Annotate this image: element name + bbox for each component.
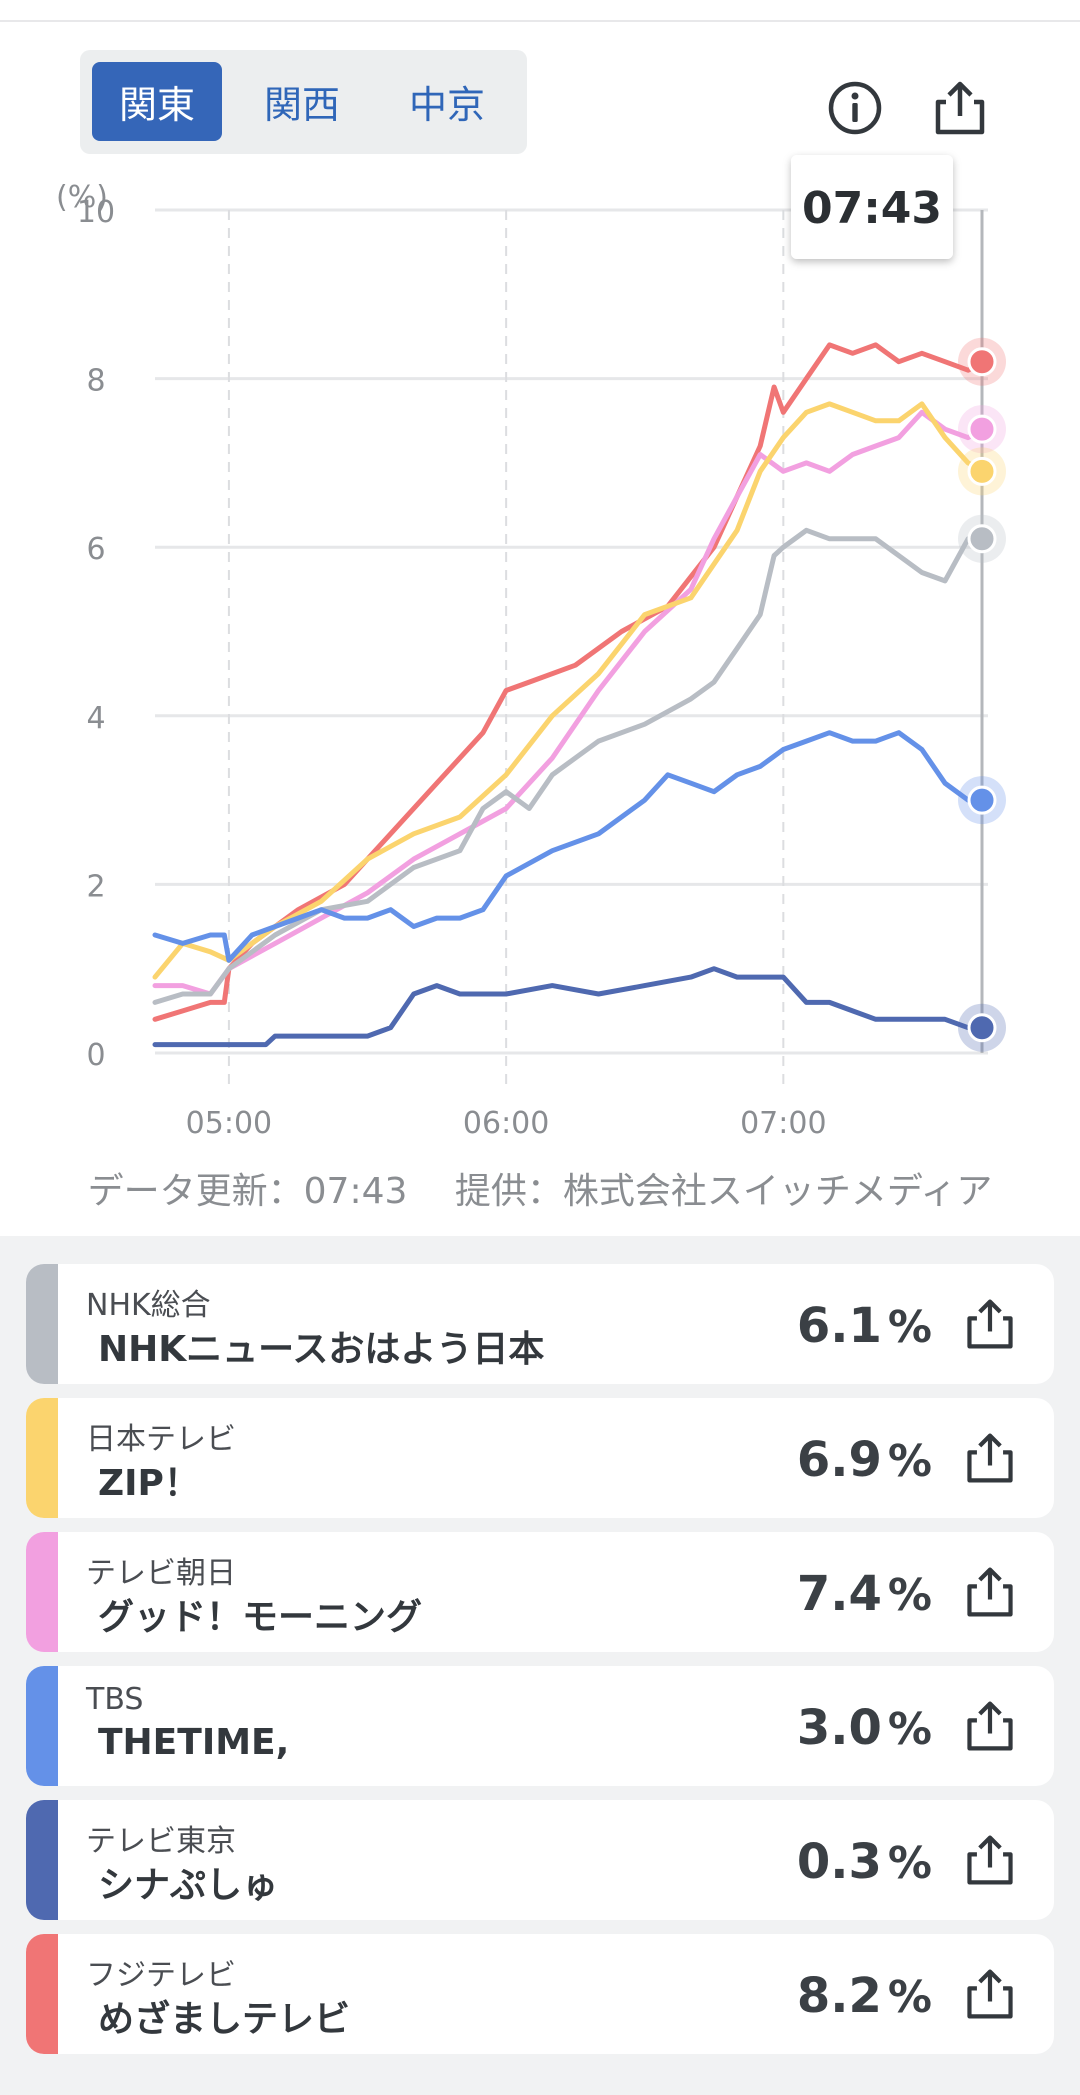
grid — [155, 208, 988, 1055]
share-icon[interactable] — [962, 1966, 1018, 2022]
series-endpoint-dot — [967, 456, 997, 486]
program-title: グッド！モーニング — [98, 1597, 423, 1638]
rating-value: 8.2% — [797, 1968, 932, 2024]
rating-unit: % — [887, 1972, 932, 2023]
series-endpoint-dot — [967, 785, 997, 815]
rating-number: 6.1 — [796, 1298, 882, 1354]
series-line — [152, 401, 985, 980]
y-tick-label: 10 — [77, 195, 115, 230]
series-line — [152, 527, 985, 1005]
top-divider — [0, 20, 1080, 22]
x-tick-label: 07:00 — [740, 1106, 826, 1141]
series-line — [152, 409, 985, 997]
rating-unit: % — [887, 1436, 932, 1487]
program-row[interactable]: TBS THETIME, 3.0% — [26, 1666, 1054, 1786]
x-tick-labels: 05:00 06:00 07:00 — [186, 1106, 827, 1141]
series-endpoints — [958, 337, 1006, 1052]
rating-value: 6.1% — [797, 1298, 932, 1354]
share-icon[interactable] — [962, 1698, 1018, 1754]
series-line — [152, 966, 985, 1048]
channel-name: テレビ東京 — [86, 1824, 236, 1859]
program-title: シナぷしゅ — [98, 1865, 279, 1906]
y-tick-label: 0 — [86, 1038, 105, 1073]
data-footnote: データ更新：07:43 提供：株式会社スイッチメディア — [87, 1171, 993, 1212]
rating-unit: % — [887, 1570, 932, 1621]
region-selector: 関東 関西 中京 — [80, 50, 527, 154]
rating-value: 3.0% — [797, 1700, 932, 1756]
channel-color-bar — [26, 1398, 58, 1518]
series-endpoint-dot — [967, 524, 997, 554]
rating-number: 8.2 — [796, 1968, 882, 2024]
rating-number: 6.9 — [796, 1432, 882, 1488]
rating-number: 0.3 — [796, 1834, 882, 1890]
program-list: NHK総合 NHKニュースおはよう日本 6.1% 日本テレビ ZIP！ 6.9% テレビ朝日… — [0, 1236, 1080, 2095]
y-tick-label: 2 — [86, 869, 105, 904]
channel-name: NHK総合 — [86, 1288, 211, 1323]
y-tick-labels: 0 2 4 6 8 10 — [77, 195, 115, 1073]
channel-color-bar — [26, 1934, 58, 2054]
share-icon[interactable] — [962, 1564, 1018, 1620]
y-tick-label: 8 — [86, 364, 105, 399]
channel-color-bar — [26, 1264, 58, 1384]
program-title: ZIP！ — [98, 1463, 200, 1504]
channel-name: フジテレビ — [86, 1958, 236, 1993]
time-tooltip: 07:43 — [791, 155, 953, 259]
program-row[interactable]: フジテレビめざましテレビ 8.2% — [26, 1934, 1054, 2054]
program-row[interactable]: NHK総合 NHKニュースおはよう日本 6.1% — [26, 1264, 1054, 1384]
rating-value: 0.3% — [797, 1834, 932, 1890]
ratings-line-chart: (%) 0 2 4 6 8 10 05:00 06:00 07:00 07:43 — [56, 155, 1006, 1141]
channel-name: TBS — [86, 1682, 144, 1717]
share-icon[interactable] — [962, 1430, 1018, 1486]
region-tab-kansai[interactable]: 関西 — [263, 83, 340, 127]
channel-name: 日本テレビ — [86, 1422, 236, 1457]
channel-color-bar — [26, 1666, 58, 1786]
y-tick-label: 6 — [86, 532, 105, 567]
share-icon[interactable] — [962, 1832, 1018, 1888]
share-icon[interactable] — [962, 1296, 1018, 1352]
x-tick-label: 05:00 — [186, 1106, 272, 1141]
channel-color-bar — [26, 1532, 58, 1652]
region-tab-chukyo[interactable]: 中京 — [408, 83, 485, 127]
program-row[interactable]: テレビ東京シナぷしゅ 0.3% — [26, 1800, 1054, 1920]
series-lines — [152, 342, 985, 1048]
rating-value: 6.9% — [797, 1432, 932, 1488]
program-title: NHKニュースおはよう日本 — [98, 1329, 545, 1370]
series-line — [152, 730, 985, 963]
series-line — [152, 342, 985, 1022]
rating-number: 3.0 — [796, 1700, 882, 1756]
rating-unit: % — [887, 1302, 932, 1353]
channel-name: テレビ朝日 — [86, 1556, 236, 1591]
program-row[interactable]: テレビ朝日グッド！モーニング 7.4% — [26, 1532, 1054, 1652]
channel-color-bar — [26, 1800, 58, 1920]
info-icon[interactable] — [825, 78, 885, 138]
region-tab-kanto[interactable]: 関東 — [92, 62, 222, 141]
series-endpoint-dot — [967, 347, 997, 377]
tooltip-time: 07:43 — [802, 183, 942, 234]
series-endpoint-dot — [967, 414, 997, 444]
series-endpoint-dot — [967, 1013, 997, 1043]
rating-unit: % — [887, 1704, 932, 1755]
program-row[interactable]: 日本テレビ ZIP！ 6.9% — [26, 1398, 1054, 1518]
y-axis-unit: (%) — [56, 180, 108, 215]
rating-number: 7.4 — [796, 1566, 882, 1622]
program-title: THETIME, — [98, 1722, 290, 1763]
y-tick-label: 4 — [86, 701, 105, 736]
rating-unit: % — [887, 1838, 932, 1889]
x-tick-label: 06:00 — [463, 1106, 549, 1141]
share-icon[interactable] — [930, 78, 990, 138]
rating-value: 7.4% — [797, 1566, 932, 1622]
x-grid — [227, 210, 785, 1085]
tooltip-box — [791, 155, 953, 259]
program-title: めざましテレビ — [98, 1999, 351, 2040]
